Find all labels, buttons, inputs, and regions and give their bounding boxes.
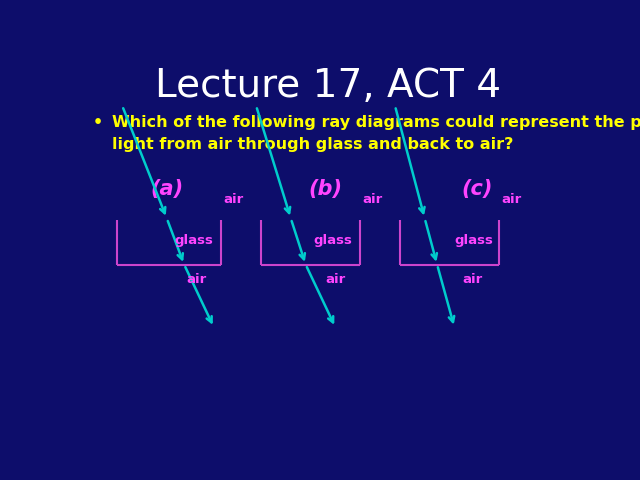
Text: air: air [363,193,383,206]
Text: air: air [502,193,522,206]
Text: (c): (c) [461,179,493,199]
Text: air: air [462,273,482,286]
Text: air: air [187,273,207,286]
Text: Which of the following ray diagrams could represent the passage of: Which of the following ray diagrams coul… [112,115,640,130]
Text: (a): (a) [150,179,184,199]
Text: air: air [326,273,346,286]
Text: air: air [224,193,244,206]
Text: glass: glass [174,234,213,247]
Text: light from air through glass and back to air?: light from air through glass and back to… [112,137,514,152]
Text: (b): (b) [308,179,342,199]
Text: glass: glass [454,234,493,247]
Text: •: • [92,115,102,130]
Text: glass: glass [313,234,352,247]
Text: Lecture 17, ACT 4: Lecture 17, ACT 4 [155,67,501,105]
